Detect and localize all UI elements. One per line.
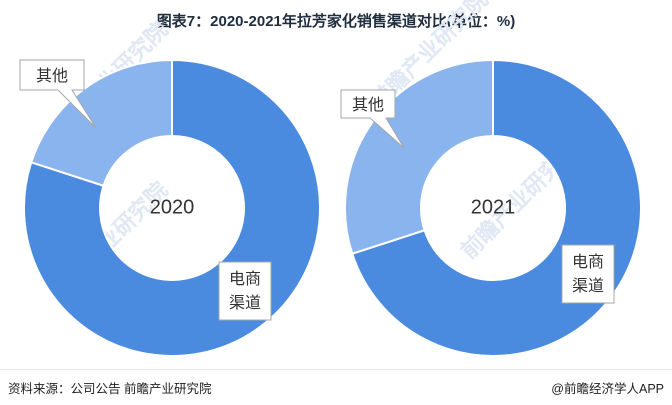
donut-chart-2020: 2020 其他 电商 渠道	[19, 58, 321, 357]
label-ecommerce-2021: 电商 渠道	[561, 244, 615, 304]
chart-title: 图表7：2020-2021年拉芳家化销售渠道对比(单位：%)	[156, 13, 516, 30]
center-label-2020: 2020	[150, 196, 195, 218]
donut-chart-2021: 2021 其他 电商 渠道	[340, 58, 642, 357]
label-ecommerce-line1-2021: 电商	[572, 253, 604, 271]
label-ecommerce-line2-2021: 渠道	[572, 277, 604, 295]
footer-divider	[0, 369, 672, 370]
label-ecommerce-2020: 电商 渠道	[218, 261, 272, 321]
callout-other-2020: 其他	[19, 59, 97, 129]
footer: 资料来源：公司公告 前瞻产业研究院 @前瞻经济学人APP	[8, 378, 664, 398]
brand-text: @前瞻经济学人APP	[551, 382, 664, 396]
label-box-ecommerce-2021	[561, 244, 615, 304]
donut-slice-2020-other	[29, 58, 173, 188]
source-text: 资料来源：公司公告 前瞻产业研究院	[8, 382, 212, 396]
label-ecommerce-line1-2020: 电商	[229, 270, 261, 288]
callout-other-2021: 其他	[340, 89, 405, 149]
label-box-ecommerce-2020	[218, 261, 272, 321]
callout-box-other-2021	[340, 89, 405, 149]
callout-text-other-2020: 其他	[36, 67, 68, 85]
label-ecommerce-line2-2020: 渠道	[229, 294, 261, 312]
center-label-2021: 2021	[471, 196, 516, 218]
callout-text-other-2021: 其他	[352, 96, 384, 114]
donut-slice-2021-other	[344, 58, 494, 255]
callout-box-other-2020	[19, 59, 97, 129]
